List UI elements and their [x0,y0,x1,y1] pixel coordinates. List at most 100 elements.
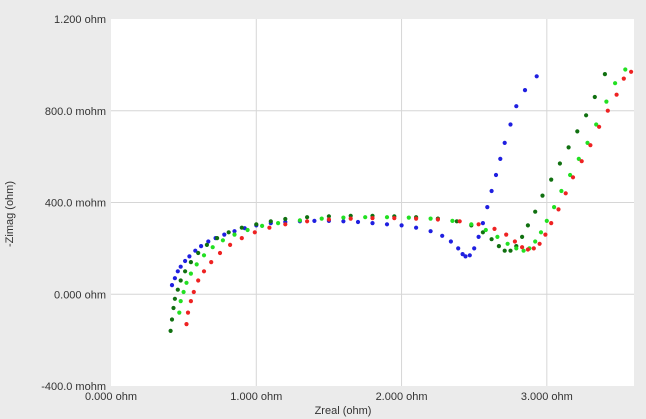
data-point [592,94,597,100]
data-point [169,283,175,288]
data-point [268,219,273,224]
data-point [502,140,507,145]
data-point [543,232,548,237]
data-series [168,67,634,333]
data-point [341,219,346,224]
data-point [326,217,331,222]
data-point [520,234,525,239]
data-point [196,278,201,283]
data-point [597,124,602,129]
data-point [428,216,433,221]
data-point [556,207,561,212]
data-point [319,216,324,221]
data-point [175,269,180,274]
data-point [588,143,593,148]
data-point [531,246,536,251]
data-point [183,258,188,264]
data-point [414,216,419,221]
x-axis-title: Zreal (ohm) [315,405,372,417]
data-point [199,244,204,249]
data-point [428,229,433,234]
data-point [460,252,465,257]
data-point [568,172,573,178]
data-point [469,222,474,227]
data-point [184,280,189,285]
data-point [498,156,503,161]
y-axis-title: -Zimag (ohm) [4,181,16,247]
data-point [448,239,453,244]
data-point [171,305,176,311]
data-point [629,69,634,74]
data-point [557,161,563,166]
x-tick-label: 0.000 ohm [85,391,137,403]
data-point [585,140,590,145]
data-point [605,108,610,113]
y-tick-label: 0.000 ohm [54,289,106,301]
data-point [440,233,445,238]
y-tick-label: 1.200 ohm [54,14,106,26]
data-point [480,221,485,226]
data-point [175,287,180,292]
data-point [283,216,288,222]
data-point [178,299,183,304]
data-point [604,99,609,104]
data-point [534,74,539,79]
data-point [181,289,186,295]
data-point [363,215,368,220]
data-point [594,122,599,127]
data-point [267,225,272,230]
data-point [537,241,542,246]
data-point [504,232,509,237]
data-point [239,236,244,241]
data-point [188,260,193,265]
data-point [228,242,233,247]
data-point [576,156,581,161]
y-tick-label: 400.0 mohm [45,198,106,210]
data-point [489,188,494,194]
data-point [177,310,182,315]
data-point [480,230,485,235]
data-point [485,205,490,210]
data-point [522,88,528,93]
data-point [508,248,513,253]
data-point [384,222,390,227]
data-point [341,215,346,220]
data-point [188,271,193,276]
data-point [305,215,310,220]
data-point [348,216,353,221]
data-point [370,216,375,221]
x-tick-label: 1.000 ohm [230,391,282,403]
data-point [172,276,177,281]
data-point [514,246,519,251]
data-point [450,218,455,223]
data-point [169,317,175,322]
series-3 [184,69,634,327]
data-point [520,245,525,250]
data-point [355,219,361,225]
data-point [508,122,513,127]
data-point [239,225,244,230]
data-point [552,205,557,210]
data-point [201,269,207,274]
data-point [493,172,499,178]
data-point [483,227,488,233]
data-point [559,188,564,194]
data-point [414,225,419,230]
data-point [540,193,545,198]
data-point [178,278,183,283]
data-point [492,226,497,231]
data-point [399,223,404,228]
data-point [232,229,237,234]
tick-labels: 0.000 ohm 1.000 ohm 2.000 ohm 3.000 ohm 1.20… [41,14,573,403]
data-point [384,215,390,220]
data-point [495,234,500,239]
data-point [621,76,626,81]
data-point [206,239,211,244]
x-tick-label: 3.000 ohm [521,391,573,403]
data-point [467,253,472,258]
data-point [201,253,207,258]
data-point [570,175,576,180]
data-point [191,289,196,295]
data-point [613,81,618,86]
data-point [614,92,619,97]
